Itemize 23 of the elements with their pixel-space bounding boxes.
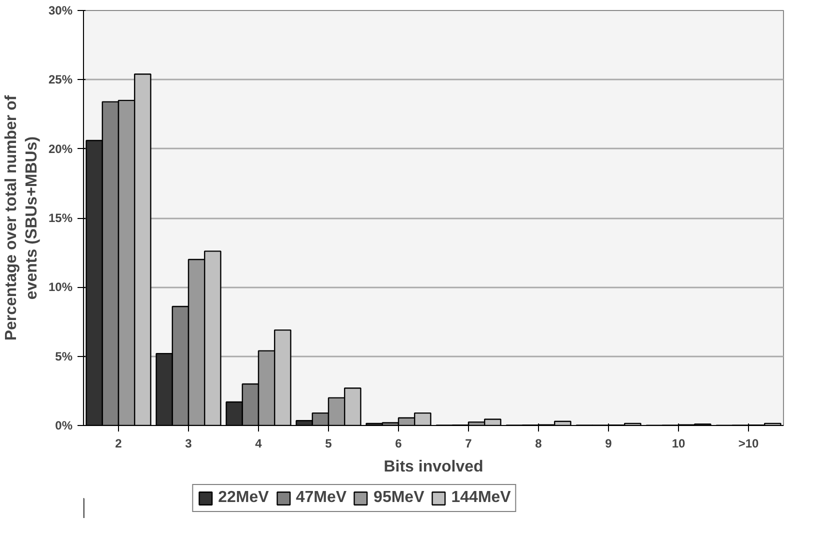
x-tick-label: 7 <box>465 436 472 450</box>
y-tick-label: 10% <box>48 280 73 294</box>
x-tick-label: 5 <box>325 436 332 450</box>
y-tick-label: 5% <box>55 349 73 364</box>
legend-label: 144MeV <box>451 489 511 507</box>
x-tick-label: 6 <box>395 436 402 450</box>
legend-label: 95MeV <box>374 489 424 507</box>
x-axis-title: Bits involved <box>384 458 484 476</box>
x-tick-label: 10 <box>672 436 686 450</box>
y-tick-label: 20% <box>48 142 73 156</box>
x-tick-label: 8 <box>535 436 542 450</box>
x-tick-label: 3 <box>185 436 192 450</box>
y-tick-label: 25% <box>48 72 73 87</box>
x-tick-label: >10 <box>738 436 760 450</box>
legend-label: 22MeV <box>218 489 269 507</box>
x-tick-label: 4 <box>255 436 262 450</box>
x-tick-label: 9 <box>605 436 612 450</box>
y-tick-label: 30% <box>48 4 73 18</box>
y-axis-title: Percentage over total number of events (SBUs+MBUs) <box>3 94 40 341</box>
x-tick-label: 2 <box>115 436 122 450</box>
y-tick-label: 0% <box>55 418 73 432</box>
y-tick-label: 15% <box>48 211 73 225</box>
legend-label: 47MeV <box>296 489 347 507</box>
